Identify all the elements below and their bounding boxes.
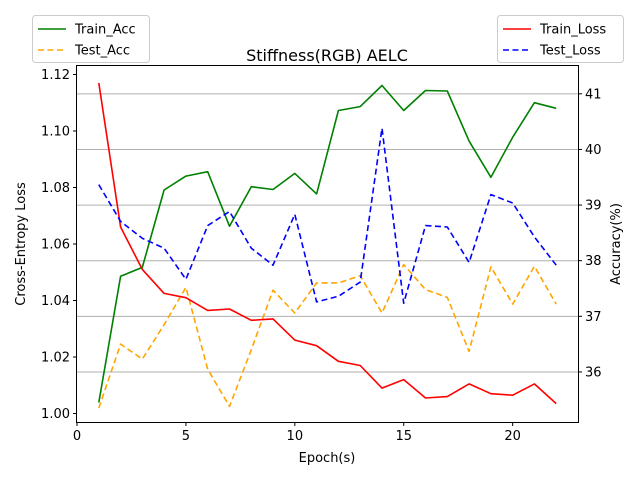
legend-label-test-loss: Test_Loss <box>539 44 601 59</box>
right-tick-label: 36 <box>585 365 602 380</box>
right-tick-label: 37 <box>585 310 602 325</box>
x-axis-label: Epoch(s) <box>299 451 356 466</box>
left-axis-label: Cross-Entropy Loss <box>14 182 29 306</box>
legend-left: Train_Acc Test_Acc <box>32 15 150 63</box>
left-tick-label: 1.12 <box>41 68 70 83</box>
x-tick-label: 5 <box>182 429 190 444</box>
left-tick-label: 1.10 <box>41 124 70 139</box>
legend-right: Train_Loss Test_Loss <box>497 15 624 63</box>
x-tick-label: 0 <box>73 429 81 444</box>
left-tick-label: 1.04 <box>41 294 70 309</box>
right-tick-label: 38 <box>585 254 602 269</box>
chart-title: Stiffness(RGB) AELC <box>246 46 408 65</box>
series-line-train-acc <box>98 84 557 403</box>
right-axis-ticks: 36 37 38 39 40 41 <box>578 87 602 380</box>
left-tick-label: 1.08 <box>41 181 70 196</box>
right-axis-label: Accuracy(%) <box>609 203 624 285</box>
left-tick-label: 1.02 <box>41 351 70 366</box>
right-tick-label: 41 <box>585 87 602 102</box>
series-lines <box>98 82 557 409</box>
x-tick-label: 15 <box>395 429 412 444</box>
legend-label-train-acc: Train_Acc <box>74 23 136 38</box>
x-tick-label: 10 <box>287 429 304 444</box>
right-tick-label: 39 <box>585 199 602 214</box>
legend-right-box <box>497 15 624 63</box>
series-line-train-loss <box>98 82 557 405</box>
x-tick-label: 20 <box>504 429 521 444</box>
left-tick-label: 1.06 <box>41 238 70 253</box>
series-line-test-acc <box>98 263 557 409</box>
plot-frame <box>76 65 579 423</box>
legend-label-train-loss: Train_Loss <box>539 23 606 38</box>
left-axis-ticks: 1.00 1.02 1.04 1.06 1.08 1.10 1.12 <box>41 68 77 422</box>
left-tick-label: 1.00 <box>41 407 70 422</box>
x-axis-ticks: 0 5 10 15 20 <box>73 422 521 444</box>
legend-label-test-acc: Test_Acc <box>74 44 130 59</box>
right-tick-label: 40 <box>585 143 602 158</box>
series-line-test-loss <box>98 127 557 305</box>
